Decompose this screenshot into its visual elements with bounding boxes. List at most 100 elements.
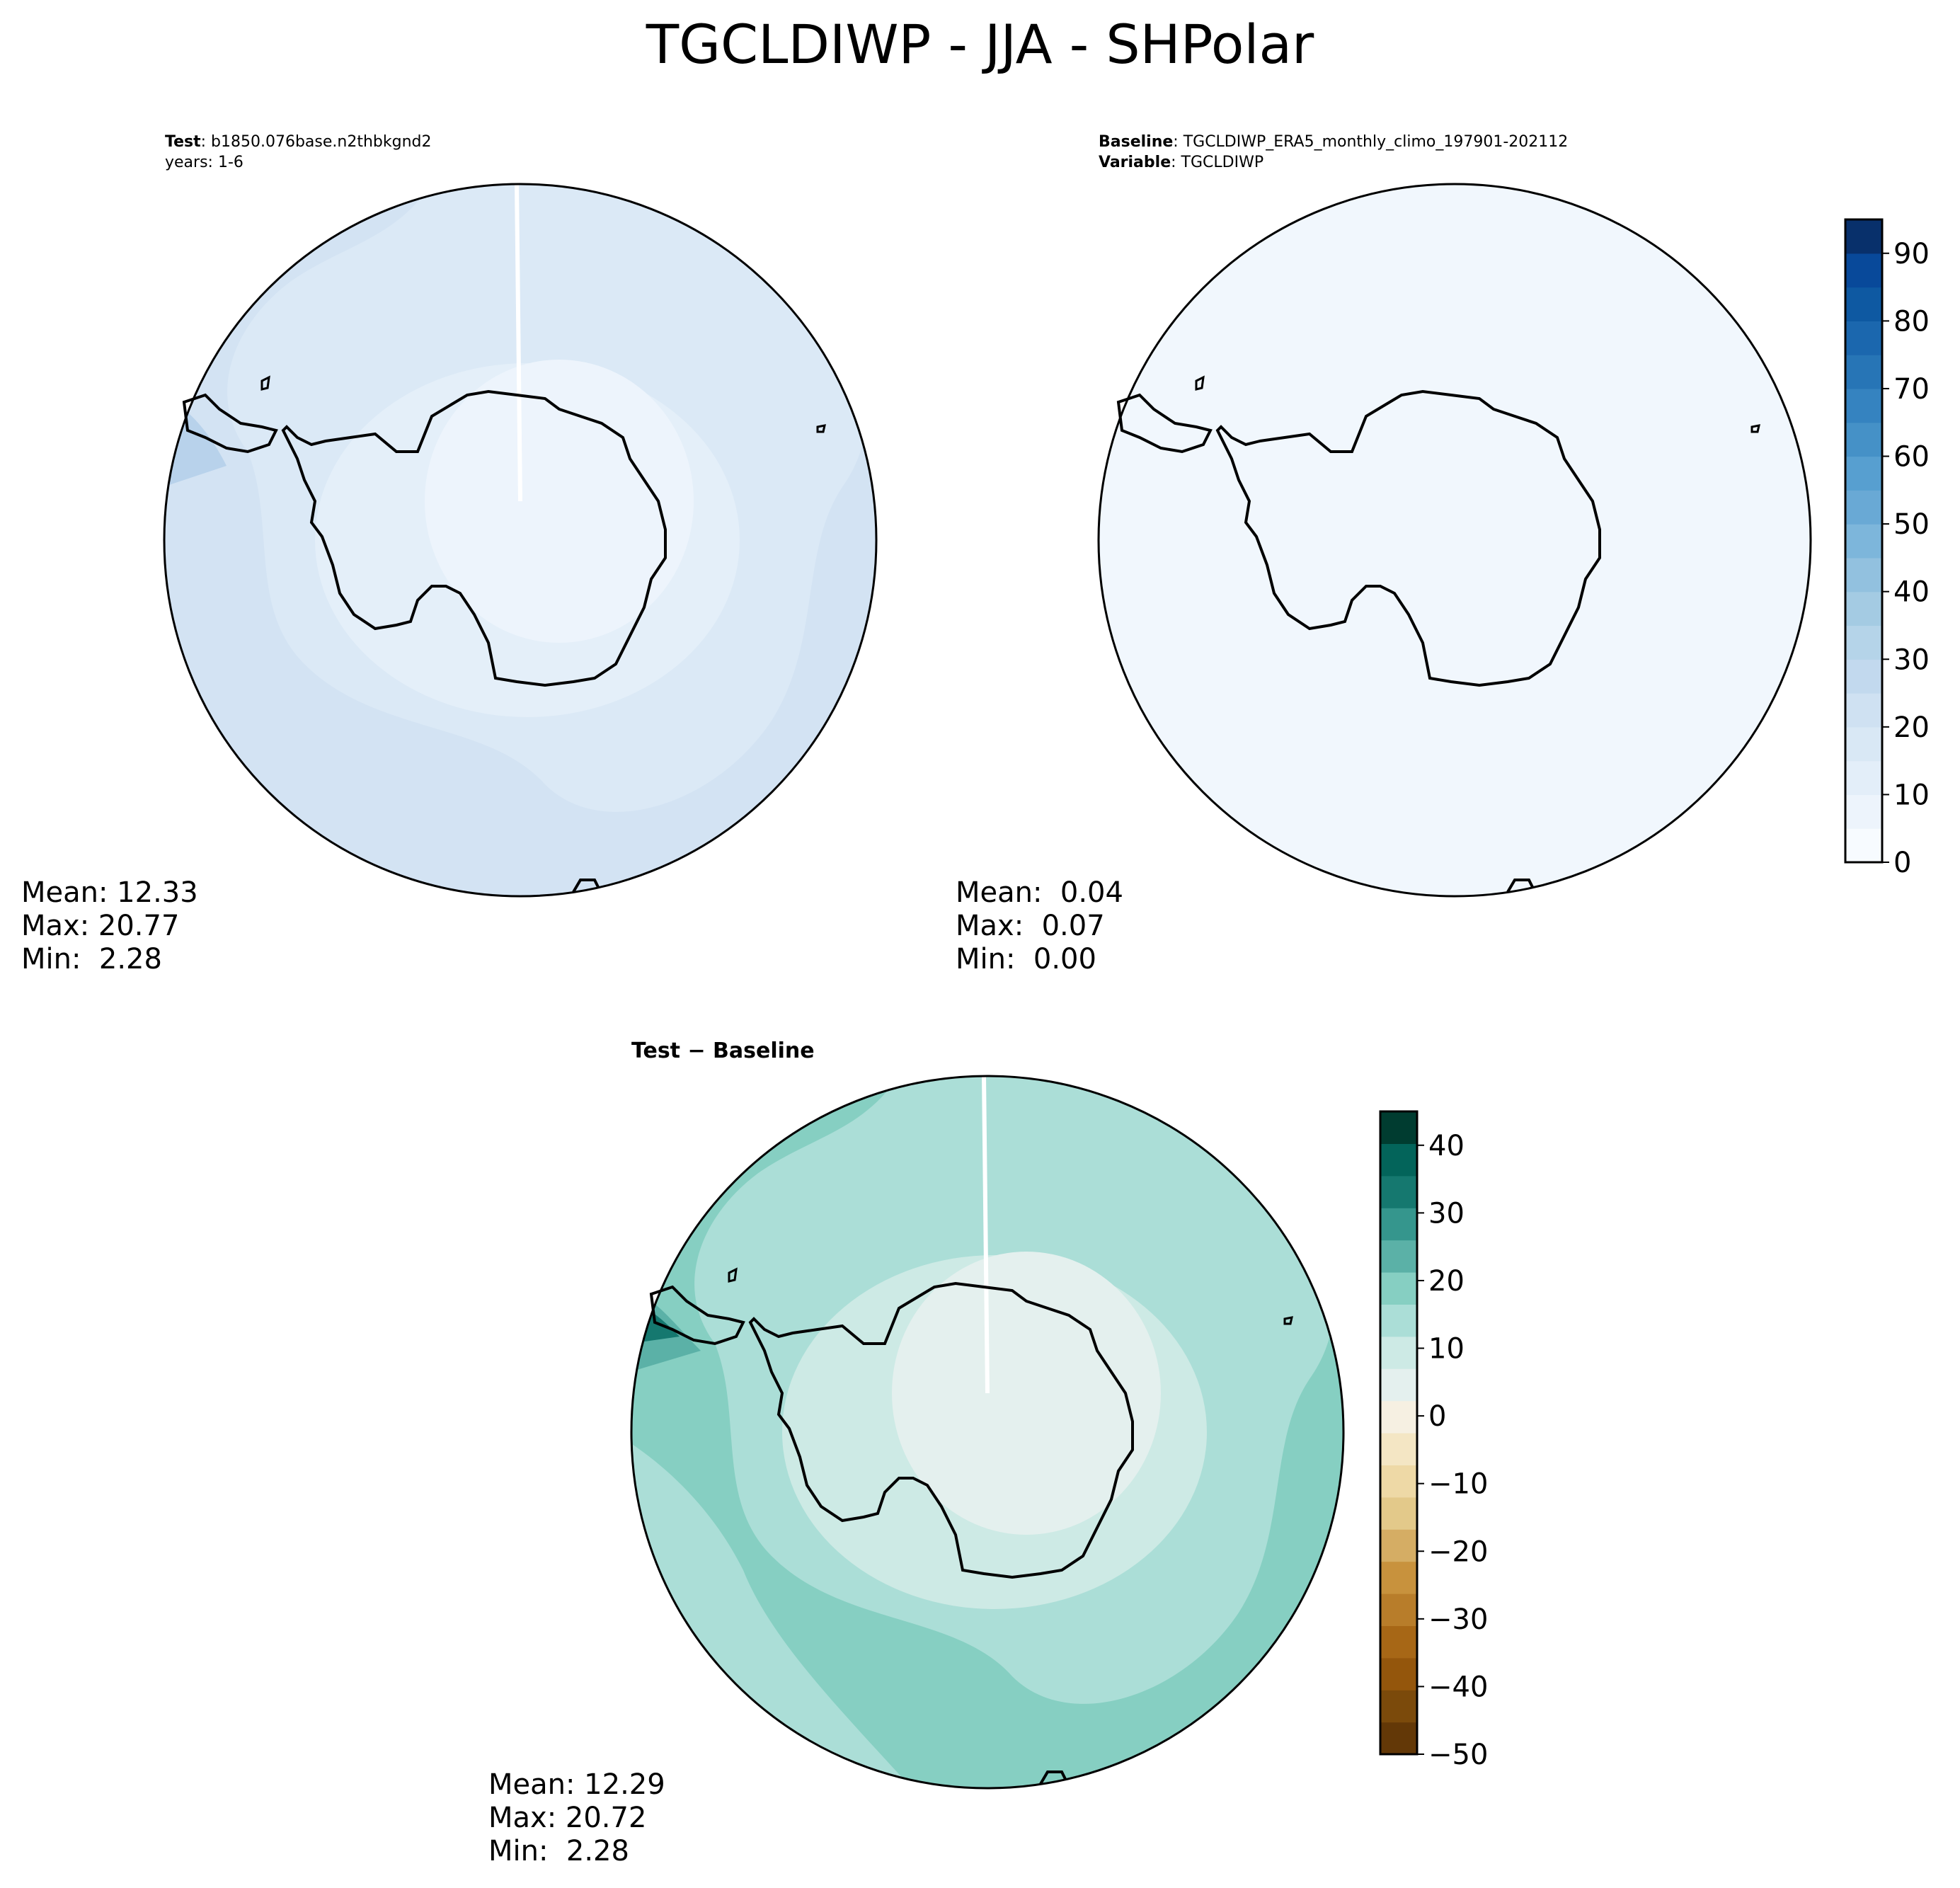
diff-colorbar-segment [1380,1497,1417,1530]
diff-colorbar: −50 −40 −30 −20 −10 0 10 20 30 40 [1379,1110,1488,1771]
diff-colorbar-segment [1380,1625,1417,1659]
diff-colorbar-tick-label: −50 [1428,1739,1488,1771]
test-map-border [163,183,878,898]
diff-colorbar-tick-label: −10 [1428,1468,1488,1501]
diff-colorbar-tick-label: 0 [1428,1400,1446,1433]
diff-colorbar-segment [1380,1657,1417,1690]
main-colorbar-tick-label: 20 [1893,711,1930,744]
diff-colorbar-segment [1380,1240,1417,1273]
test-map [163,183,878,898]
test-field-core [425,360,694,643]
test-island-outline [816,424,826,433]
baseline-max: Max: 0.07 [956,910,1105,942]
diff-colorbar-segment [1380,1336,1417,1369]
baseline-variable-bold: Variable [1099,154,1171,171]
diff-colorbar-tick-label: −20 [1428,1535,1488,1568]
main-colorbar-segment [1845,828,1882,863]
main-colorbar-segment [1845,591,1882,627]
main-colorbar-segment [1845,693,1882,728]
diff-colorbar-segment [1380,1208,1417,1241]
baseline-label: Baseline: TGCLDIWP_ERA5_monthly_climo_19… [1099,132,1568,152]
main-colorbar-segment [1845,321,1882,355]
diff-mean: Mean: 12.29 [488,1768,665,1801]
main-colorbar-tick-label: 70 [1893,373,1930,406]
baseline-variable-name: : TGCLDIWP [1171,154,1264,171]
baseline-island-outline [1750,424,1760,433]
figure-title: TGCLDIWP - JJA - SHPolar [646,13,1314,76]
main-colorbar-segment [1845,422,1882,457]
diff-min: Min: 2.28 [488,1835,629,1867]
main-colorbar-segment [1845,557,1882,593]
main-colorbar-segment [1845,219,1882,254]
baseline-field [1099,184,1811,896]
test-label-case: : b1850.076base.n2thbkgnd2 [200,133,432,151]
main-colorbar-segment [1845,760,1882,796]
baseline-min: Min: 0.00 [956,943,1096,976]
main-colorbar-tick-label: 40 [1893,576,1930,609]
main-colorbar: 0 10 20 30 40 50 60 70 80 90 [1844,218,1930,879]
baseline-south-america-outline [1116,393,1213,454]
diff-max: Max: 20.72 [488,1802,647,1834]
baseline-nz-outline [1506,879,1534,893]
main-colorbar-tick-label: 80 [1893,305,1930,338]
main-colorbar-segment [1845,490,1882,525]
diff-colorbar-segment [1380,1722,1417,1755]
test-mean: Mean: 12.33 [21,876,198,909]
baseline-label-bold: Baseline [1099,133,1174,151]
main-colorbar-tick-label: 30 [1893,643,1930,676]
diff-colorbar-segment [1380,1400,1417,1434]
baseline-stats: Mean: 0.04 Max: 0.07 Min: 0.00 [956,876,1123,976]
test-nz-outline [572,879,600,893]
baseline-map-border [1097,183,1812,898]
diff-colorbar-segment [1380,1529,1417,1562]
main-colorbar-tick-label: 60 [1893,441,1930,474]
diff-colorbar-segment [1380,1594,1417,1626]
diff-field-band [631,1076,1343,1788]
diff-colorbar-segment [1380,1143,1417,1177]
main-colorbar-tick-label: 50 [1893,508,1930,541]
main-colorbar-segment [1845,659,1882,694]
diff-south-america-outline [649,1285,745,1346]
diff-colorbar-segment [1380,1175,1417,1208]
test-falkland-outline [260,375,270,391]
test-stats: Mean: 12.33 Max: 20.77 Min: 2.28 [21,876,198,976]
diff-field-core [892,1252,1161,1535]
test-label-bold: Test [165,133,201,151]
diff-title: Test − Baseline [631,1039,815,1063]
diff-nz-outline [1039,1770,1067,1785]
diff-colorbar-tick-label: −40 [1428,1671,1488,1703]
diff-map-border [630,1075,1345,1790]
diff-falkland-outline [728,1267,738,1283]
baseline-map [1097,183,1812,898]
diff-seam-line [982,1075,990,1394]
baseline-variable: Variable: TGCLDIWP [1099,152,1263,173]
diff-stats: Mean: 12.29 Max: 20.72 Min: 2.28 [488,1768,665,1868]
baseline-mean: Mean: 0.04 [956,876,1123,909]
diff-colorbar-segment [1380,1690,1417,1723]
main-colorbar-segment [1845,456,1882,491]
diff-colorbar-tick-label: 20 [1428,1265,1465,1298]
main-colorbar-segment [1845,355,1882,389]
test-years: years: 1-6 [165,154,243,171]
test-south-america-outline [182,393,278,454]
main-colorbar-segment [1845,794,1882,829]
diff-colorbar-segment [1380,1465,1417,1498]
diff-colorbar-frame [1379,1110,1419,1756]
diff-antarctica-outline [748,1281,1134,1579]
diff-colorbar-segment [1380,1433,1417,1465]
main-colorbar-tick-label: 0 [1893,847,1911,879]
test-seam-line [515,183,522,502]
main-colorbar-tick-label: 90 [1893,238,1930,270]
main-colorbar-segment [1845,625,1882,660]
baseline-label-case: : TGCLDIWP_ERA5_monthly_climo_197901-202… [1173,133,1569,151]
diff-colorbar-segment [1380,1304,1417,1337]
main-colorbar-segment [1845,253,1882,288]
diff-colorbar-tick-label: 10 [1428,1333,1465,1366]
test-label: Test: b1850.076base.n2thbkgnd2 [165,132,432,152]
diff-colorbar-segment [1380,1111,1417,1144]
diff-colorbar-segment [1380,1368,1417,1402]
main-colorbar-segment [1845,524,1882,559]
diff-island-outline [1283,1316,1293,1325]
main-colorbar-tick-label: 10 [1893,779,1930,811]
diff-colorbar-tick-label: 40 [1428,1130,1465,1162]
